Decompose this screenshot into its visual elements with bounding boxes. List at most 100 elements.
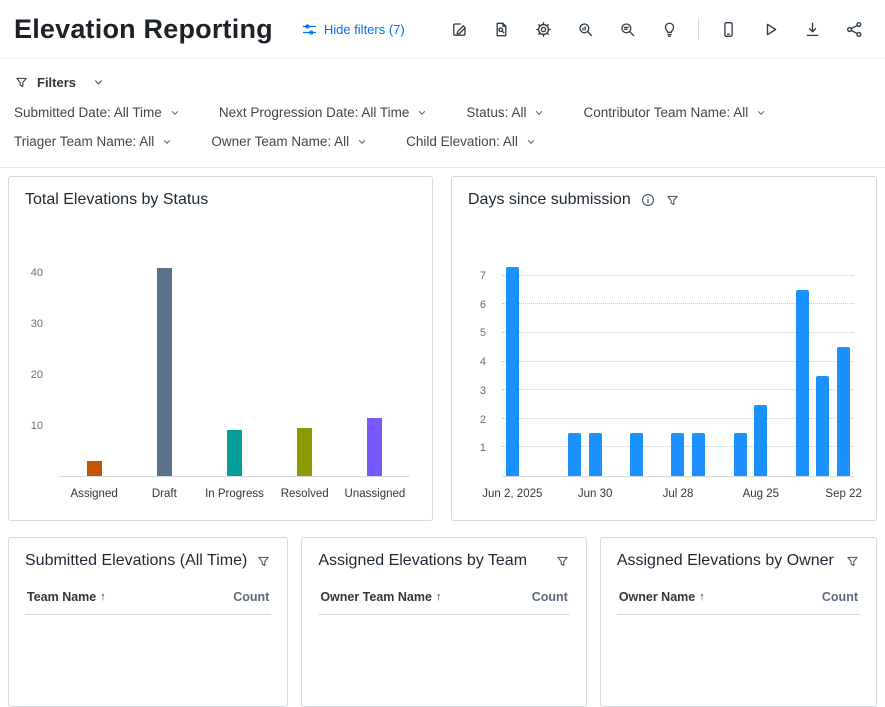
bar[interactable] [367, 417, 383, 476]
bar[interactable] [297, 427, 313, 476]
filters-toggle[interactable]: Filters [14, 69, 105, 95]
x-category-label: Unassigned [344, 488, 406, 500]
filter-chip-label: Triager Team Name: All [14, 134, 155, 149]
play-button[interactable] [755, 14, 785, 44]
filter-chip-status[interactable]: Status: All [466, 105, 545, 120]
x-tick-label: Jun 2, 2025 [482, 488, 543, 500]
filter-chip-label: Child Elevation: All [406, 134, 518, 149]
card-total-elevations-by-status: Total Elevations by Status 10 20 30 40 Assi… [8, 176, 433, 521]
bar[interactable] [567, 433, 581, 476]
bar-slot [564, 253, 585, 476]
bar[interactable] [733, 433, 747, 476]
card-title: Assigned Elevations by Owner [616, 552, 834, 569]
filter-chip-label: Status: All [466, 105, 527, 120]
sort-ascending-icon: ↑ [699, 591, 705, 603]
bar-slot [502, 253, 523, 476]
chart-filter-button[interactable] [845, 554, 860, 569]
bar[interactable] [795, 290, 809, 476]
share-button[interactable] [839, 14, 869, 44]
download-icon [803, 20, 822, 39]
plot-area[interactable] [59, 253, 410, 477]
card-days-since-submission: Days since submission 1 2 3 4 5 6 7 Jun 2, 202… [451, 176, 877, 521]
x-tick-label: Jun 30 [577, 488, 613, 500]
x-category-label: Draft [151, 488, 177, 500]
filter-chip-next-progression-date[interactable]: Next Progression Date: All Time [219, 105, 429, 120]
bar[interactable] [630, 433, 644, 476]
bar[interactable] [156, 268, 172, 476]
bar[interactable] [505, 267, 519, 476]
edit-icon [450, 20, 469, 39]
bar-slot [129, 253, 199, 476]
bar[interactable] [816, 375, 830, 476]
hide-filters-button[interactable]: Hide filters (7) [301, 21, 405, 38]
settings-button[interactable] [528, 14, 558, 44]
toolbar [444, 14, 871, 44]
column-header-owner-name[interactable]: Owner Name ↑ [619, 590, 705, 604]
status-chart[interactable]: 10 20 30 40 Assigned Draft In Progress Resolve… [25, 253, 416, 503]
share-icon [845, 20, 864, 39]
filter-icon [256, 554, 271, 569]
bar-slot [813, 253, 834, 476]
plot-area[interactable] [502, 253, 854, 477]
x-axis-labels: Assigned Draft In Progress Resolved Unassign… [59, 481, 410, 503]
card-assigned-elevations-by-team: Assigned Elevations by Team Owner Team N… [301, 537, 587, 707]
bar[interactable] [692, 433, 706, 476]
y-axis: 1 2 3 4 5 6 7 [468, 253, 494, 477]
column-header-team-name[interactable]: Team Name ↑ [27, 590, 106, 604]
y-tick-label: 4 [479, 356, 486, 369]
chart-filter-button[interactable] [665, 193, 680, 208]
bar[interactable] [86, 460, 102, 476]
column-header-count[interactable]: Count [821, 590, 858, 604]
search-data-icon [618, 20, 637, 39]
y-tick-label: 5 [479, 327, 486, 340]
download-button[interactable] [797, 14, 827, 44]
page-search-button[interactable] [486, 14, 516, 44]
chart-filter-button[interactable] [555, 554, 570, 569]
chart-filter-button[interactable] [256, 554, 271, 569]
days-chart[interactable]: 1 2 3 4 5 6 7 Jun 2, 2025 Jun 30 Jul 28 Aug 25 Sep… [468, 253, 862, 503]
bar[interactable] [837, 347, 851, 476]
filter-chip-child-elevation[interactable]: Child Elevation: All [406, 134, 537, 149]
search-insight-button[interactable] [570, 14, 600, 44]
bar-slot [730, 253, 751, 476]
mobile-icon [719, 20, 738, 39]
bar[interactable] [588, 433, 602, 476]
table-header: Owner Name ↑ Count [616, 590, 860, 615]
filter-sliders-icon [301, 21, 318, 38]
filter-chip-label: Contributor Team Name: All [583, 105, 749, 120]
bar-slot [199, 253, 269, 476]
chevron-down-icon [169, 107, 181, 119]
filter-icon [555, 554, 570, 569]
bar-slot [647, 253, 668, 476]
filter-chip-contributor-team-name[interactable]: Contributor Team Name: All [583, 105, 767, 120]
card-header: Days since submission [468, 191, 860, 209]
filter-chip-triager-team-name[interactable]: Triager Team Name: All [14, 134, 173, 149]
column-header-owner-team-name[interactable]: Owner Team Name ↑ [320, 590, 441, 604]
filter-chip-submitted-date[interactable]: Submitted Date: All Time [14, 105, 181, 120]
lightbulb-button[interactable] [654, 14, 684, 44]
hide-filters-label: Hide filters (7) [323, 21, 405, 37]
column-header-count[interactable]: Count [233, 590, 270, 604]
sort-ascending-icon: ↑ [100, 591, 106, 603]
y-tick-label: 6 [479, 298, 486, 311]
x-category-label: Assigned [70, 488, 118, 500]
bar[interactable] [671, 433, 685, 476]
bar-slot [709, 253, 730, 476]
card-assigned-elevations-by-owner: Assigned Elevations by Owner Owner Name … [599, 537, 877, 707]
filter-icon [665, 193, 680, 208]
bar-slot [270, 253, 340, 476]
card-header: Assigned Elevations by Owner [617, 552, 860, 570]
column-label: Owner Team Name [320, 590, 432, 604]
column-header-count[interactable]: Count [531, 590, 568, 604]
bar[interactable] [754, 404, 768, 476]
bar[interactable] [227, 430, 242, 476]
y-tick-label: 30 [30, 318, 43, 331]
search-data-button[interactable] [612, 14, 642, 44]
bar-slot [792, 253, 813, 476]
filter-rows: Submitted Date: All Time Next Progressio… [14, 105, 871, 149]
mobile-button[interactable] [713, 14, 743, 44]
info-button[interactable] [640, 192, 656, 208]
edit-button[interactable] [444, 14, 474, 44]
filter-chip-owner-team-name[interactable]: Owner Team Name: All [211, 134, 368, 149]
filter-row-2: Triager Team Name: All Owner Team Name: … [14, 134, 871, 149]
